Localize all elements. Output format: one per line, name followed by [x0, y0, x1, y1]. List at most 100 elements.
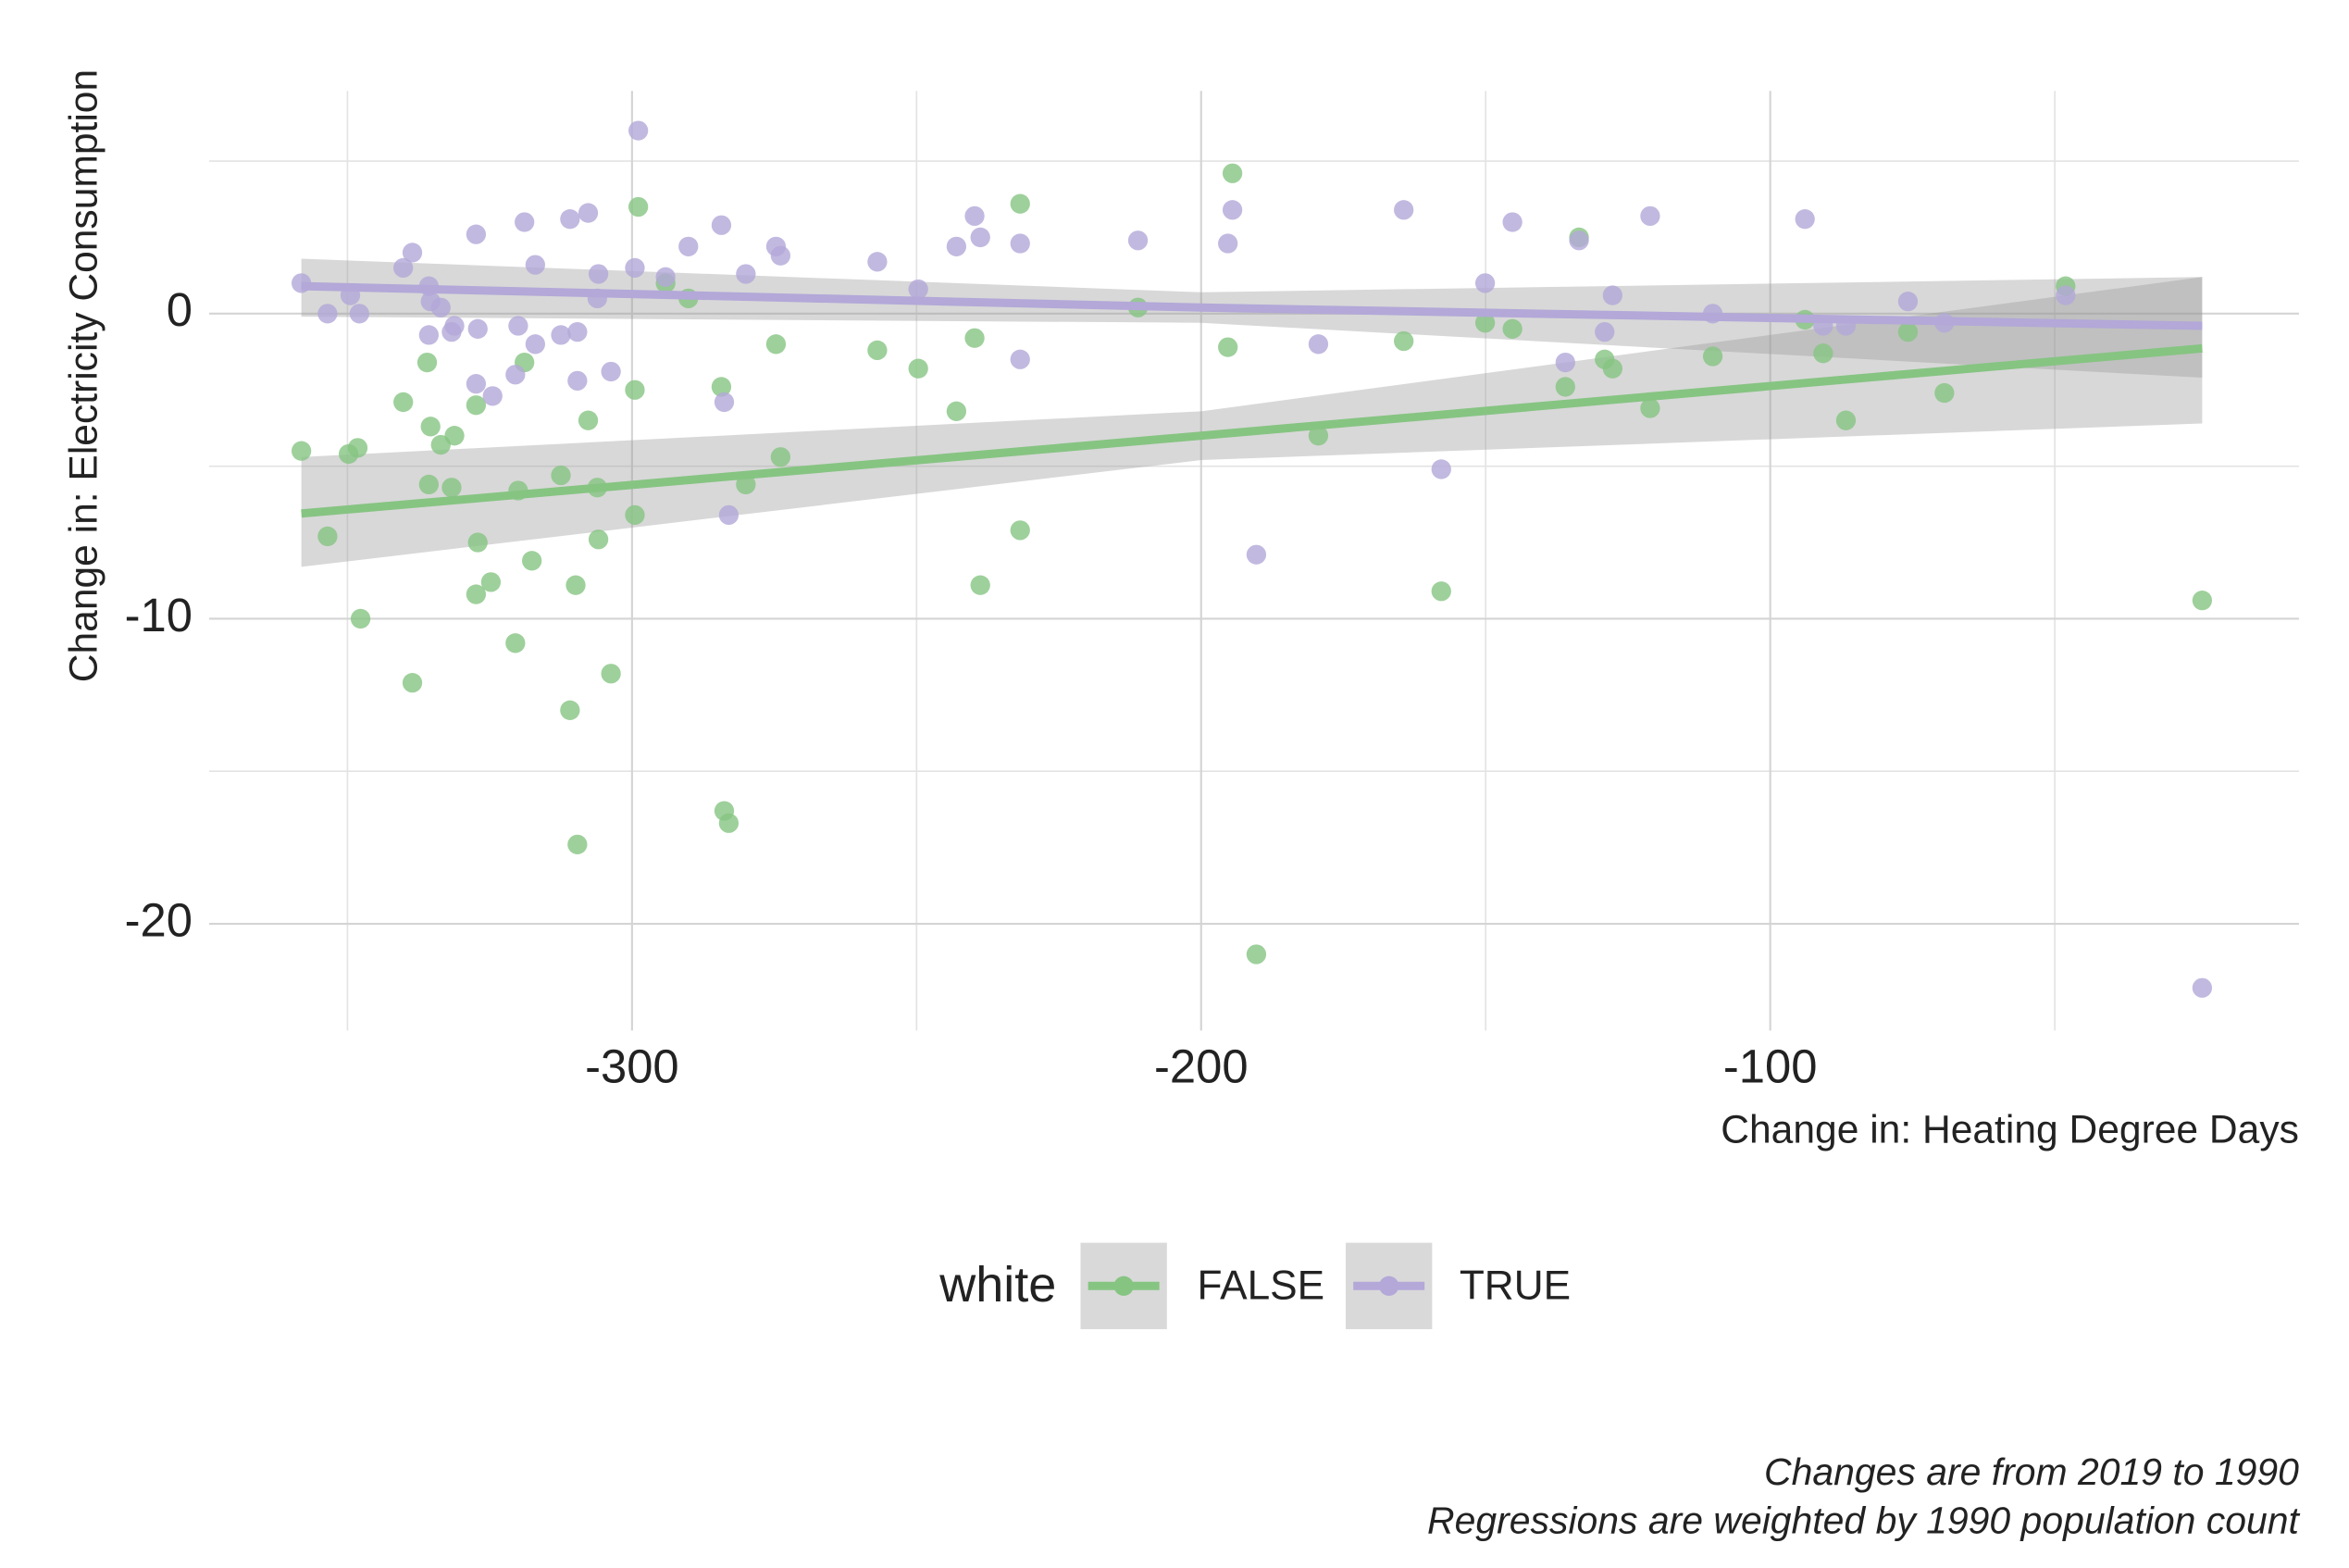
point — [393, 392, 414, 413]
confidence-band — [301, 277, 2203, 567]
fit-line — [301, 343, 2203, 518]
point — [393, 257, 414, 279]
point — [765, 334, 787, 355]
point — [1431, 581, 1451, 602]
caption: Changes are from 2019 to 1990 — [1764, 1450, 2299, 1493]
point — [970, 575, 990, 595]
point — [678, 236, 699, 256]
point — [867, 252, 888, 272]
point — [522, 551, 542, 571]
point — [1394, 200, 1414, 220]
point — [1222, 163, 1243, 183]
point — [625, 257, 645, 279]
legend: FALSE TRUE — [1080, 1242, 1571, 1329]
point — [1474, 273, 1496, 293]
point — [444, 426, 465, 446]
y-tick-label: 0 — [167, 283, 193, 336]
point — [1010, 193, 1030, 214]
point — [628, 120, 649, 141]
point — [418, 474, 440, 495]
legend-title: white — [938, 1257, 1056, 1313]
point — [1308, 426, 1329, 446]
point — [1308, 334, 1329, 355]
point — [1246, 544, 1267, 565]
point — [588, 529, 609, 550]
point — [444, 316, 465, 336]
point — [601, 361, 621, 382]
point — [1431, 459, 1451, 479]
point — [441, 478, 462, 498]
point — [625, 504, 645, 526]
legend-label: TRUE — [1460, 1263, 1571, 1308]
point — [601, 664, 621, 684]
point — [1218, 233, 1238, 254]
point — [418, 325, 440, 345]
point — [505, 633, 526, 653]
point — [467, 532, 488, 553]
point — [946, 401, 967, 421]
point — [317, 526, 338, 547]
point — [347, 438, 368, 458]
point — [578, 410, 599, 430]
point — [567, 834, 588, 854]
point — [1934, 382, 1955, 404]
point — [718, 813, 740, 833]
point — [505, 365, 526, 385]
legend-dot — [1113, 1276, 1134, 1296]
point — [416, 352, 438, 373]
point — [770, 245, 791, 266]
point — [1813, 343, 1833, 364]
point — [908, 358, 928, 379]
point — [1502, 318, 1522, 339]
points — [291, 120, 2213, 998]
point — [567, 321, 588, 342]
point — [2192, 591, 2213, 611]
point — [420, 417, 441, 437]
point — [711, 215, 732, 235]
point — [2192, 977, 2213, 998]
point — [402, 243, 423, 263]
point — [1010, 520, 1030, 541]
point — [508, 316, 528, 336]
point — [467, 318, 488, 339]
y-tick-label: -20 — [125, 893, 193, 946]
point — [480, 572, 502, 592]
point — [718, 504, 740, 526]
point — [1602, 285, 1622, 305]
point — [628, 196, 649, 218]
point — [482, 386, 503, 406]
point — [1474, 313, 1496, 333]
point — [588, 264, 609, 284]
point — [402, 673, 423, 693]
caption: Regressions are weighted by 1990 populat… — [1427, 1499, 2300, 1541]
point — [1246, 944, 1267, 964]
point — [1222, 200, 1243, 220]
point — [1555, 377, 1575, 397]
point — [578, 203, 599, 223]
point — [867, 340, 888, 361]
point — [350, 608, 371, 629]
point — [1897, 321, 1919, 342]
legend-label: FALSE — [1198, 1263, 1325, 1308]
point — [655, 267, 676, 287]
point — [349, 304, 369, 324]
point — [551, 465, 571, 486]
point — [964, 205, 985, 227]
point — [291, 441, 312, 461]
x-axis-title: Change in: Heating Degree Days — [1721, 1107, 2299, 1151]
point — [1602, 358, 1622, 379]
point — [1010, 233, 1030, 254]
legend-dot — [1379, 1276, 1399, 1296]
point — [466, 584, 487, 604]
x-tick-label: -200 — [1154, 1039, 1249, 1092]
point — [515, 212, 535, 232]
y-axis-title: Change in: Electricity Consumption — [62, 69, 106, 682]
point — [560, 209, 580, 230]
point — [525, 255, 545, 275]
y-tick-label: -10 — [125, 589, 193, 641]
point — [1127, 230, 1149, 251]
point — [466, 395, 487, 416]
point — [1010, 349, 1030, 369]
fit-lines — [301, 281, 2203, 518]
point — [2056, 285, 2076, 305]
